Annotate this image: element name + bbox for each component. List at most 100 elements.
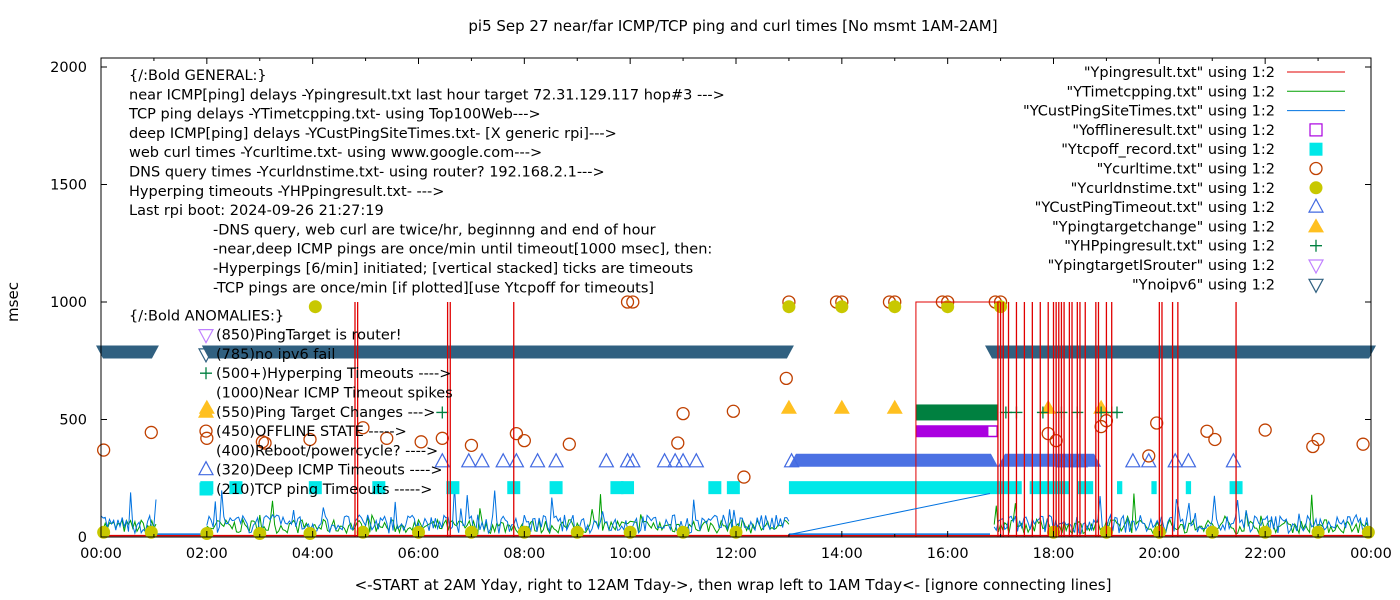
deep-icmp-timeout-mark: [783, 452, 800, 468]
note-line: -near,deep ICMP pings are once/min until…: [213, 242, 712, 258]
general-line: Last rpi boot: 2024-09-26 21:27:19: [129, 203, 384, 219]
ping-target-change-mark: [886, 399, 903, 414]
legend-label: "YpingtargetISrouter" using 1:2: [1048, 258, 1275, 274]
x-axis-label: <-START at 2AM Yday, right to 12AM Tday-…: [355, 576, 1112, 594]
general-line: near ICMP[ping] delays -Ypingresult.txt …: [129, 87, 725, 103]
note-line: -Hyperpings [6/min] initiated; [vertical…: [213, 261, 693, 277]
dns-time-point: [144, 525, 158, 539]
anomaly-symbol-icon: [200, 367, 212, 380]
dns-time-point: [356, 525, 370, 539]
deep-icmp-timeout-mark: [1124, 452, 1141, 468]
legend-marker-icon: [1309, 123, 1323, 137]
legend-label: "Ypingtargetchange" using 1:2: [1052, 219, 1275, 235]
curl-time-point: [779, 371, 793, 386]
dns-time-point: [1361, 525, 1375, 539]
legend-marker-icon: [1307, 197, 1325, 213]
legend-label: "YCustPingSiteTimes.txt" using 1:2: [1023, 104, 1275, 120]
tcp-timeout-mark: [446, 481, 460, 495]
general-line: web curl times -Ycurltime.txt- using www…: [129, 145, 542, 161]
x-tick-label: 14:00: [821, 546, 863, 562]
curl-time-point: [96, 443, 111, 457]
tcp-timeout-mark: [708, 481, 722, 495]
y-tick-label: 1500: [50, 178, 87, 194]
anomaly-label: (450)OFFLINE STATE ----->: [216, 424, 407, 440]
anomaly-label: (320)Deep ICMP Timeouts ---->: [216, 463, 443, 479]
deep-icmp-timeout-mark: [460, 452, 477, 468]
tcp-timeout-mark: [610, 481, 624, 495]
x-tick-label: 22:00: [1244, 546, 1286, 562]
legend-label: "YHPpingresult.txt" using 1:2: [1064, 239, 1275, 255]
tcp-timeout-band: [1185, 481, 1192, 495]
note-line: -TCP pings are once/min [if plotted][use…: [213, 280, 654, 296]
curl-time-point: [726, 404, 741, 418]
anomaly-symbol-icon: [198, 403, 214, 418]
near-icmp-offline-outline: [915, 301, 1001, 537]
deep-icmp-timeout-mark: [598, 452, 615, 468]
hyperping-timeout-mark-stroke: [999, 406, 1012, 419]
general-line: Hyperping timeouts -YHPpingresult.txt- -…: [129, 184, 444, 200]
y-tick-label: 500: [59, 413, 87, 429]
curl-time-point: [676, 406, 690, 421]
anomalies-header: {/:Bold ANOMALIES:}: [129, 308, 284, 324]
dns-time-point: [253, 526, 267, 540]
curl-time-point: [620, 295, 635, 309]
x-tick-label: 06:00: [398, 546, 440, 562]
deep-icmp-timeout-mark: [624, 452, 641, 468]
deep-icmp-timeout-mark: [495, 452, 512, 468]
legend-marker-icon: [1309, 181, 1323, 195]
tcp-timeout-mark: [372, 481, 386, 495]
dns-time-point: [97, 525, 111, 539]
hyperping-timeout-mark: [1036, 406, 1049, 419]
legend-label: "Ytcpoff_record.txt" using 1:2: [1061, 142, 1275, 158]
general-line: DNS query times -Ycurldnstime.txt- using…: [129, 165, 605, 181]
curl-time-point: [1150, 416, 1164, 430]
deep-icmp-timeout-mark: [656, 452, 673, 468]
anomaly-label: (500+)Hyperping Timeouts ---->: [216, 366, 451, 382]
hyperping-timeout-mark-stroke: [1111, 406, 1123, 419]
dns-time-point: [1205, 525, 1219, 539]
anomaly-label: (550)Ping Target Changes --->: [216, 405, 435, 421]
anomaly-symbol-icon: [199, 482, 213, 496]
anomaly-label: (850)PingTarget is router!: [216, 328, 402, 344]
tcp-timeout-band: [788, 481, 1022, 495]
tcp-timeout-mark: [549, 481, 563, 495]
curl-time-point: [1200, 424, 1214, 438]
curl-time-point: [517, 433, 531, 448]
curl-time-point: [737, 470, 751, 484]
dns-time-point: [676, 525, 690, 539]
x-tick-label: 20:00: [1138, 546, 1180, 562]
x-tick-label: 18:00: [1033, 546, 1075, 562]
curl-time-point: [1208, 432, 1222, 447]
anomaly-symbol-icon-stroke: [200, 367, 212, 380]
deep-icmp-timeout-mark: [1167, 452, 1184, 468]
y-axis-label: msec: [4, 282, 22, 322]
x-tick-label: 00:00: [1350, 546, 1392, 562]
deep-icmp-timeout-mark: [434, 452, 451, 468]
deep-icmp-timeout-mark: [1180, 452, 1197, 468]
hyperping-timeout-band: [915, 404, 998, 421]
general-line: deep ICMP[ping] delays -YCustPingSiteTim…: [129, 126, 617, 142]
anomaly-symbol-icon: [197, 348, 215, 364]
series-layer: [96, 295, 1376, 540]
curl-time-point: [1311, 432, 1325, 447]
deep-icmp-line: [100, 485, 1372, 536]
annotation-layer: {/:Bold GENERAL:} near ICMP[ping] delays …: [128, 68, 725, 498]
tcp-timeout-mark: [726, 481, 740, 495]
dns-time-point: [888, 300, 902, 314]
tcp-timeout-mark: [621, 481, 635, 495]
legend-label: "Yofflineresult.txt" using 1:2: [1072, 123, 1275, 139]
legend-marker-icon-stroke: [1310, 239, 1322, 252]
dns-time-point: [835, 300, 849, 314]
ping-target-change-mark: [833, 399, 850, 414]
deep-icmp-timeout-mark: [667, 452, 684, 468]
curl-time-point: [626, 295, 640, 309]
tcp-timeout-mark: [308, 481, 322, 495]
curl-time-point: [509, 426, 524, 441]
deep-icmp-ramp-line: [788, 493, 991, 536]
y-tick-label: 2000: [50, 60, 87, 76]
anomaly-symbol-icon: [199, 424, 213, 438]
legend-label: "Ycurltime.txt" using 1:2: [1097, 162, 1275, 178]
dns-time-point: [303, 526, 317, 540]
curl-time-point: [671, 436, 685, 450]
